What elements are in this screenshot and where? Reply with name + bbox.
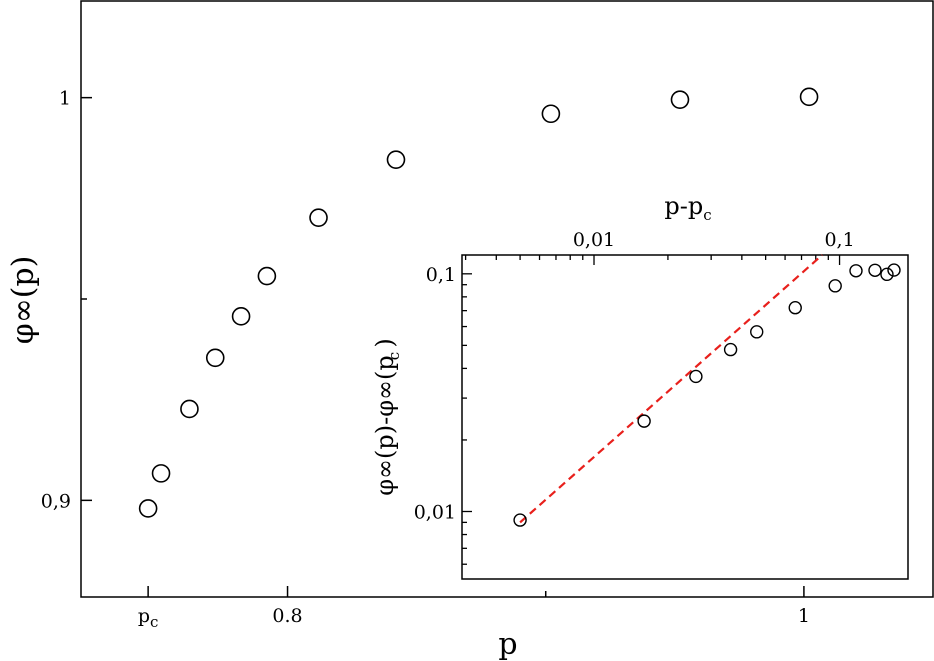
main-points	[138, 87, 819, 518]
inset-y-tick-label: 0,01	[414, 501, 456, 523]
main-x-tick-subscript: c	[150, 613, 158, 631]
main-data-point	[386, 150, 406, 169]
main-data-point	[138, 499, 158, 518]
main-x-tick-label: 0.8	[272, 605, 302, 627]
inset-x-axis-title-subscript: c	[703, 206, 711, 224]
inset-y-axis-title-main: φ∞(p)-φ∞(p )	[371, 338, 399, 496]
inset-data-point	[513, 513, 527, 527]
inset-x-axis-title-main: p-p	[664, 192, 703, 220]
inset-x-tick-label: 0,01	[573, 229, 615, 251]
inset-y-axis-title-subscript: c	[385, 352, 403, 360]
inset-data-point	[887, 263, 901, 277]
main-data-point	[799, 87, 819, 107]
main-data-point	[541, 104, 561, 124]
main-x-tick-label: 1	[798, 605, 810, 627]
main-ticks: pc 0.8 1 0,9 1	[41, 88, 810, 631]
main-data-point	[151, 464, 171, 483]
inset-data-point	[880, 267, 894, 282]
main-data-point	[180, 399, 199, 419]
inset-plot-frame	[461, 254, 909, 580]
inset-series	[513, 254, 901, 527]
inset-data-point	[723, 342, 738, 357]
inset-data-point	[750, 325, 764, 339]
main-y-axis-title: φ∞(p)	[6, 256, 41, 345]
main-x-axis-title: p	[498, 627, 517, 661]
inset-ticks: 0,01 0,1 0,01 0,1	[414, 229, 855, 565]
main-data-point	[309, 208, 328, 227]
inset-data-point	[689, 369, 703, 384]
main-y-tick-label: 0,9	[41, 490, 71, 512]
main-x-tick-label: pc	[138, 605, 159, 631]
main-y-tick-label: 1	[59, 88, 71, 110]
inset-data-point	[788, 301, 802, 315]
inset-data-point	[849, 264, 863, 278]
inset-x-tick-label: 0,1	[824, 229, 854, 251]
main-data-point	[670, 90, 690, 109]
inset-chart: 0,01 0,10,010,1 p-pc φ∞(p)-φ∞(p )c	[371, 192, 909, 580]
inset-y-axis-title: φ∞(p)-φ∞(p )c	[371, 338, 403, 496]
main-data-point	[231, 307, 251, 326]
inset-data-point	[868, 263, 882, 277]
inset-fit-line	[519, 254, 823, 524]
inset-x-axis-title: p-pc	[664, 192, 711, 224]
inset-data-point	[637, 414, 651, 428]
main-data-point	[257, 266, 277, 286]
inset-data-point	[828, 279, 842, 293]
main-data-point	[205, 348, 225, 368]
inset-y-tick-label: 0,1	[426, 264, 456, 286]
